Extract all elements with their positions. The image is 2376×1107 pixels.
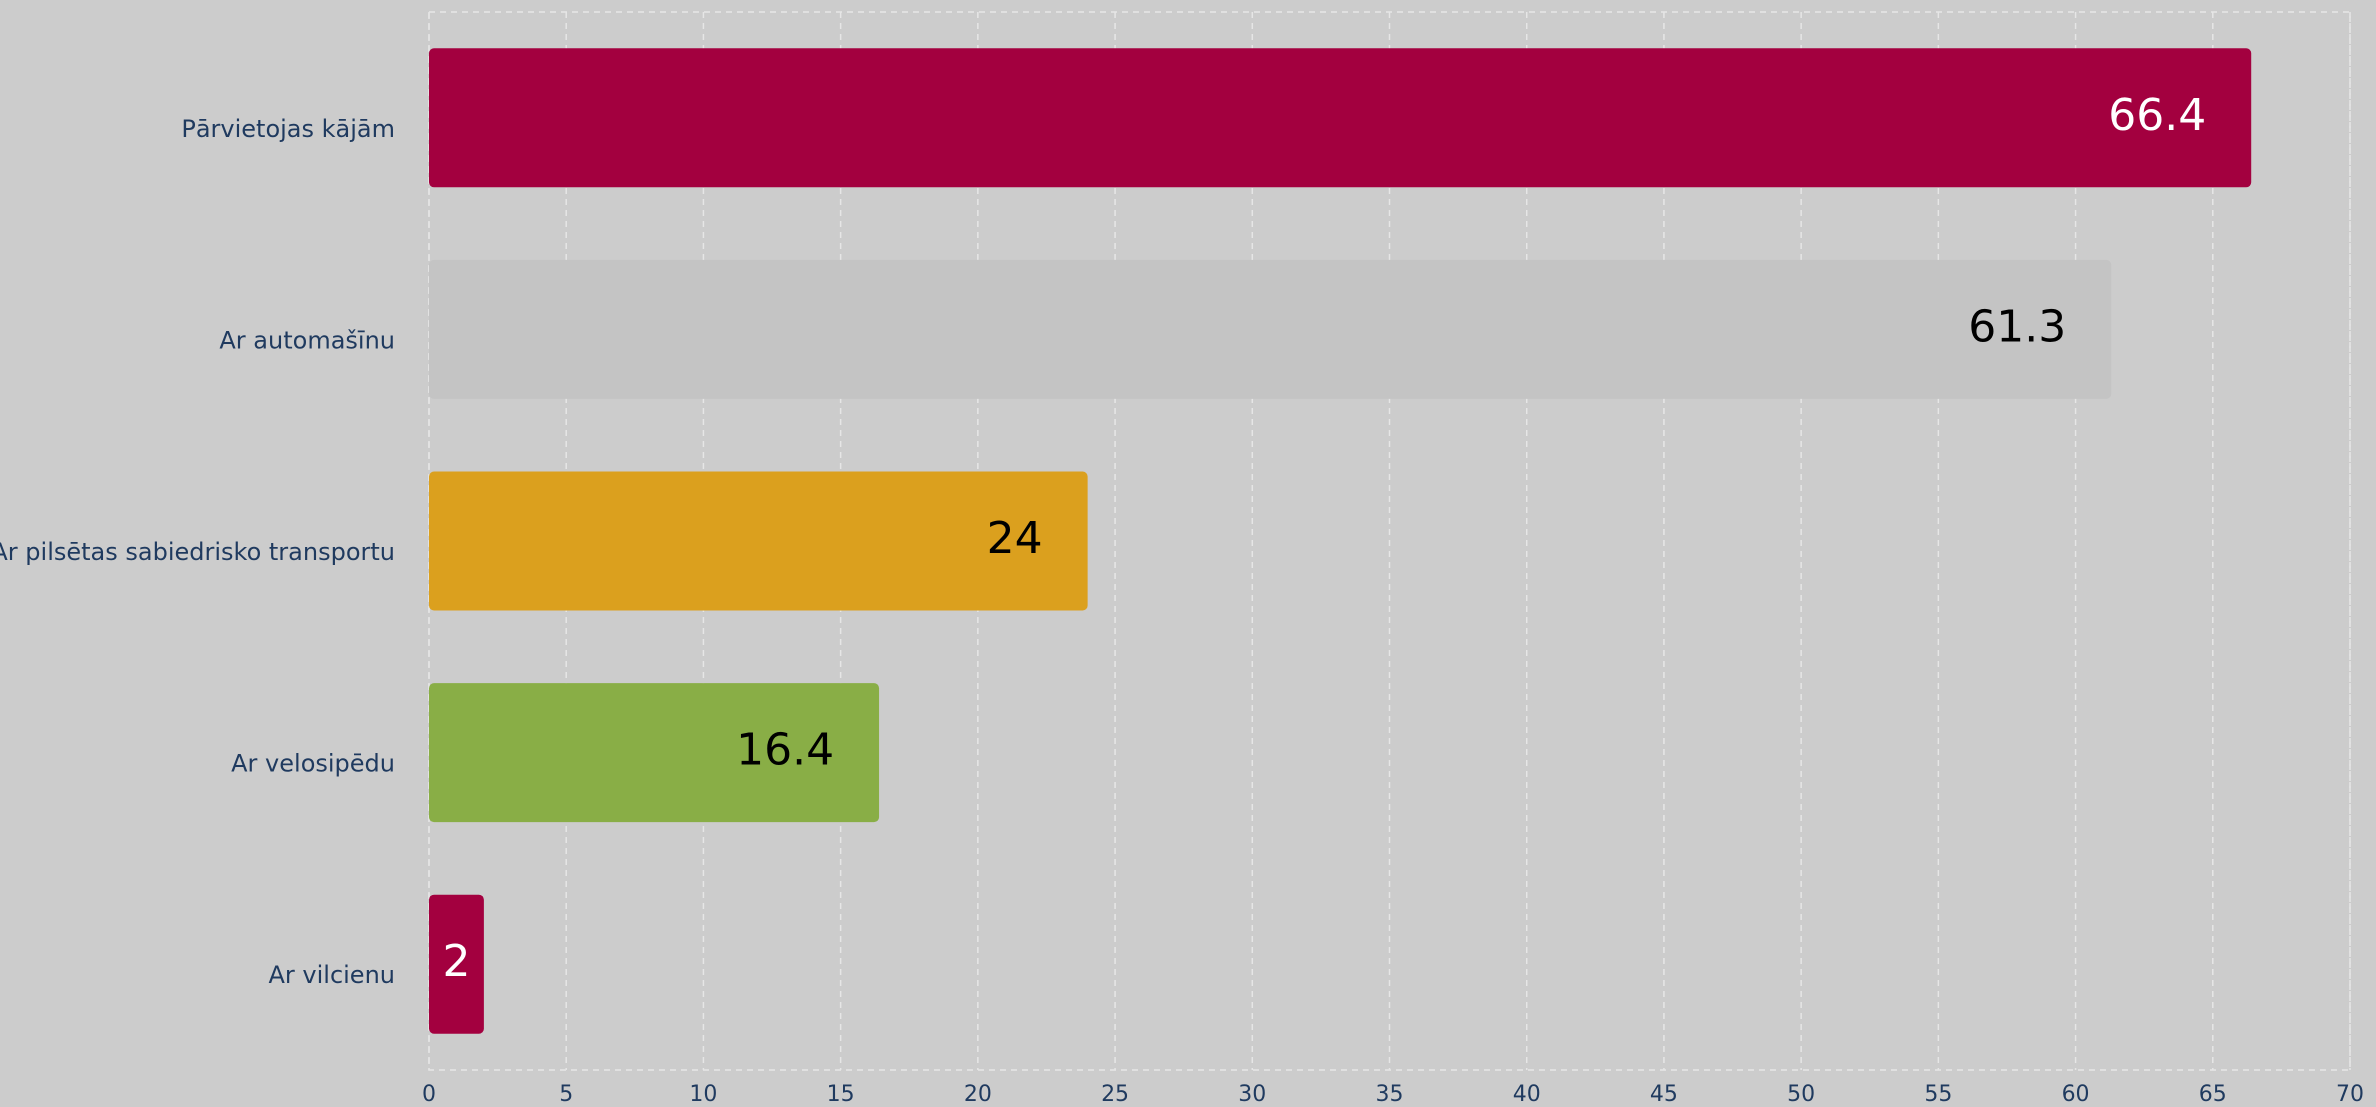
x-tick-label: 10 [689, 1082, 717, 1107]
category-label: Ar vilcienu [268, 961, 395, 989]
x-tick-label: 0 [422, 1082, 436, 1107]
x-tick-label: 70 [2336, 1082, 2364, 1107]
x-tick-label: 20 [964, 1082, 992, 1107]
bar [429, 683, 880, 823]
x-tick-label: 15 [827, 1082, 855, 1107]
bar [429, 48, 2252, 188]
value-label: 61.3 [1968, 301, 2066, 352]
value-label: 2 [442, 936, 470, 987]
x-tick-label: 30 [1238, 1082, 1266, 1107]
bar [429, 471, 1088, 611]
x-tick-label: 40 [1513, 1082, 1541, 1107]
value-label: 16.4 [736, 725, 834, 776]
x-tick-label: 50 [1787, 1082, 1815, 1107]
x-tick-label: 60 [2062, 1082, 2090, 1107]
x-tick-label: 35 [1376, 1082, 1404, 1107]
x-tick-label: 5 [559, 1082, 573, 1107]
x-tick-label: 55 [1924, 1082, 1952, 1107]
x-tick-label: 25 [1101, 1082, 1129, 1107]
bar [429, 894, 484, 1034]
category-label: Ar automašīnu [219, 326, 395, 354]
x-tick-label: 45 [1650, 1082, 1678, 1107]
category-label: Pārvietojas kājām [181, 115, 395, 143]
category-label: Ar velosipēdu [231, 750, 395, 778]
value-label: 66.4 [2108, 90, 2206, 141]
category-label: Ar pilsētas sabiedrisko transportu [0, 538, 395, 566]
bar [429, 259, 2112, 399]
x-tick-label: 65 [2199, 1082, 2227, 1107]
value-label: 24 [987, 513, 1043, 564]
